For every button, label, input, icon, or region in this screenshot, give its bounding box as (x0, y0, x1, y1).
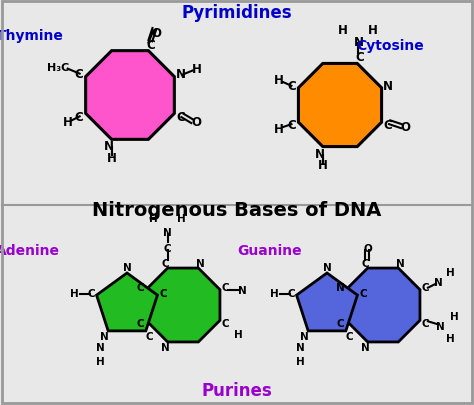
Text: C: C (337, 318, 344, 328)
Text: N: N (354, 36, 364, 49)
Text: C: C (75, 68, 83, 81)
Text: N: N (436, 322, 444, 331)
Text: C: C (287, 288, 295, 298)
Text: Purines: Purines (201, 381, 273, 399)
Text: H: H (273, 74, 283, 87)
Text: N: N (96, 342, 105, 352)
Text: N: N (315, 147, 325, 160)
Text: C: C (422, 283, 429, 293)
Text: C: C (137, 283, 144, 293)
Text: C: C (362, 258, 369, 268)
Text: C: C (222, 283, 229, 293)
Text: N: N (161, 343, 170, 353)
Text: N: N (361, 343, 370, 353)
Text: N: N (301, 331, 309, 341)
Text: H: H (234, 330, 242, 339)
Text: C: C (383, 119, 392, 132)
Text: C: C (356, 51, 365, 64)
Text: H₃C: H₃C (46, 62, 69, 72)
Text: C: C (288, 119, 296, 132)
Text: C: C (222, 318, 229, 328)
Text: C: C (422, 318, 429, 328)
Text: Cytosine: Cytosine (356, 39, 424, 53)
Text: Guanine: Guanine (237, 243, 302, 257)
Text: H: H (368, 24, 378, 37)
Text: H: H (318, 159, 328, 172)
Text: H: H (107, 151, 117, 164)
Text: Thymine: Thymine (0, 29, 64, 43)
Text: C: C (162, 258, 169, 268)
Polygon shape (86, 51, 174, 140)
Text: N: N (196, 258, 205, 268)
Text: H: H (449, 311, 458, 322)
Polygon shape (297, 273, 357, 331)
Text: H: H (296, 356, 305, 366)
Text: C: C (288, 79, 296, 92)
Text: N: N (396, 258, 405, 268)
Text: C: C (164, 243, 172, 254)
Text: C: C (146, 331, 153, 341)
Text: C: C (137, 318, 144, 328)
Text: N: N (237, 285, 246, 295)
Text: H: H (338, 24, 348, 37)
Text: C: C (359, 288, 367, 298)
Polygon shape (299, 64, 382, 147)
Text: H: H (191, 63, 201, 76)
Text: C: C (346, 331, 353, 341)
Text: C: C (176, 110, 185, 123)
Text: N: N (323, 262, 331, 272)
Text: C: C (87, 288, 95, 298)
Text: N: N (296, 342, 305, 352)
Polygon shape (97, 273, 157, 331)
Text: Pyrimidines: Pyrimidines (182, 4, 292, 22)
Text: H: H (96, 356, 105, 366)
Text: N: N (104, 140, 114, 153)
Text: H: H (273, 122, 283, 135)
Text: N: N (336, 283, 345, 293)
Text: N: N (176, 68, 186, 81)
Text: N: N (434, 277, 442, 287)
Text: H: H (270, 288, 279, 298)
Polygon shape (346, 269, 420, 342)
Text: H: H (177, 213, 186, 224)
Text: H: H (63, 115, 73, 128)
Text: N: N (123, 262, 131, 272)
Text: O: O (401, 120, 410, 133)
Text: H: H (70, 288, 79, 298)
Text: Nitrogenous Bases of DNA: Nitrogenous Bases of DNA (92, 201, 382, 220)
Text: Adenine: Adenine (0, 243, 60, 257)
Text: O: O (363, 243, 372, 254)
Text: C: C (75, 110, 83, 123)
Text: O: O (191, 115, 201, 128)
Text: H: H (446, 333, 455, 343)
Text: C: C (146, 38, 155, 51)
Text: N: N (383, 79, 393, 92)
Polygon shape (146, 269, 220, 342)
Text: H: H (149, 213, 158, 224)
Text: N: N (100, 331, 109, 341)
Text: C: C (159, 288, 167, 298)
Text: H: H (446, 267, 455, 277)
Text: O: O (151, 27, 161, 40)
Text: N: N (164, 228, 172, 237)
